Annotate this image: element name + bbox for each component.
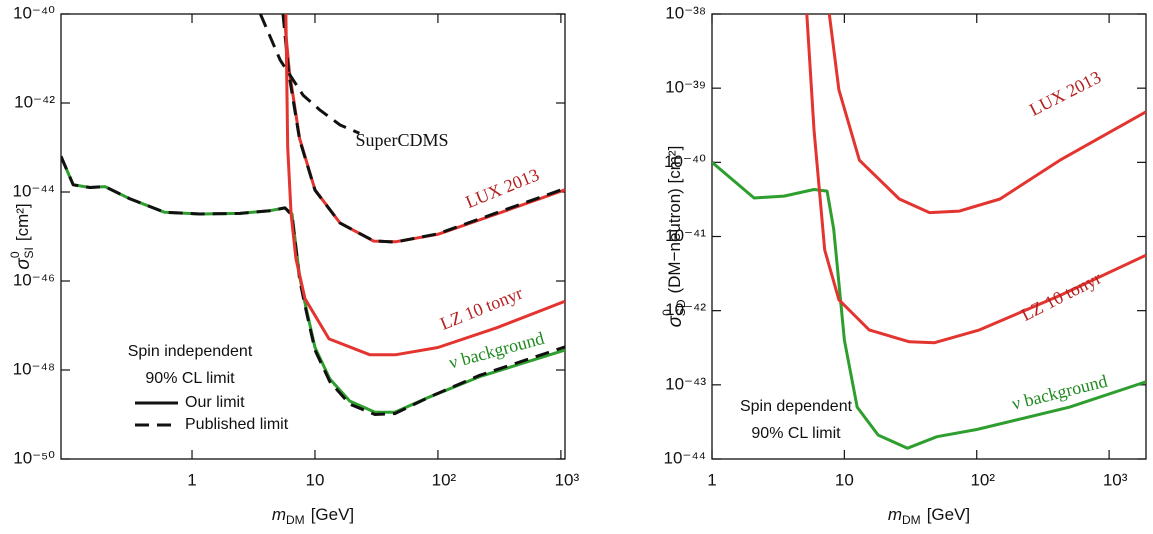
series-label: ν background (1010, 371, 1110, 414)
series-label: LUX 2013 (463, 164, 542, 212)
y-axis-label: σ0SD (DM−neutron) [cm²] (660, 146, 688, 328)
plot-area (712, 14, 1146, 450)
y-label-superscript: 0 (660, 309, 674, 316)
x-label-symbol: m (272, 505, 286, 524)
y-label-subscript: SI (22, 247, 36, 258)
x-tick-label: 10³ (555, 470, 580, 489)
x-tick-label: 10 (835, 470, 854, 489)
legend-title: Spin independent (128, 343, 253, 360)
y-tick-label: 10⁻⁵⁰ (13, 448, 55, 467)
x-label-unit: [GeV] (927, 505, 970, 524)
x-tick-label: 10³ (1103, 470, 1128, 489)
y-label-symbol: σ (665, 314, 686, 327)
y-label-subscript: SD (674, 299, 688, 316)
y-tick-label: 10⁻⁴⁰ (13, 3, 55, 22)
line (284, 14, 565, 357)
series-label: SuperCDMS (355, 130, 448, 150)
x-tick-label: 1 (707, 470, 716, 489)
legend-label: Published limit (185, 416, 289, 433)
x-label-subscript: DM (902, 513, 921, 527)
y-tick-label: 10⁻⁴² (14, 92, 55, 111)
series-label: ν background (447, 328, 546, 373)
x-tick-label: 10² (432, 470, 457, 489)
y-tick-label: 10⁻³⁹ (665, 78, 706, 97)
y-tick-label: 10⁻⁴⁸ (13, 359, 55, 378)
legend-title: 90% CL limit (145, 370, 235, 387)
plot-area (61, 14, 565, 416)
y-axis-label: σ0SI [cm²] (8, 203, 36, 269)
x-tick-label: 10 (306, 470, 325, 489)
y-tick-label: 10⁻⁴⁰ (664, 152, 706, 171)
y-tick-label: 10⁻⁴³ (665, 374, 706, 393)
x-tick-label: 1 (187, 470, 196, 489)
y-label-superscript: 0 (8, 251, 22, 258)
dashed-line (259, 14, 360, 135)
dashed-line (281, 14, 565, 244)
y-label-symbol: σ (13, 257, 34, 270)
dashed-line (61, 155, 565, 416)
y-tick-label: 10⁻⁴¹ (665, 226, 706, 245)
line (827, 14, 1146, 215)
x-label-unit: [GeV] (311, 505, 354, 524)
legend-label: Our limit (185, 394, 245, 411)
series-label: LZ 10 tonyr (1018, 268, 1105, 325)
legend-title: 90% CL limit (751, 425, 841, 442)
x-tick-label: 10² (970, 470, 995, 489)
line (282, 14, 565, 244)
x-label-symbol: m (888, 505, 902, 524)
y-tick-label: 10⁻⁴⁴ (664, 448, 707, 467)
x-axis-label: mDM [GeV] (888, 505, 970, 527)
y-tick-label: 10⁻⁴⁶ (13, 270, 55, 289)
x-label-subscript: DM (286, 513, 305, 527)
y-tick-label: 10⁻⁴⁴ (13, 181, 56, 200)
x-axis-label: mDM [GeV] (272, 505, 354, 527)
line (805, 14, 1146, 345)
series-label: LUX 2013 (1026, 67, 1104, 120)
series-label: LZ 10 tonyr (437, 283, 525, 334)
plot-frame (60, 13, 566, 460)
line (712, 161, 1146, 450)
y-tick-label: 10⁻³⁸ (665, 3, 706, 22)
y-tick-label: 10⁻⁴² (665, 300, 706, 319)
y-label-unit: [cm²] (13, 203, 32, 241)
legend-title: Spin dependent (740, 398, 853, 415)
y-label-unit: (DM−neutron) [cm²] (665, 146, 684, 294)
